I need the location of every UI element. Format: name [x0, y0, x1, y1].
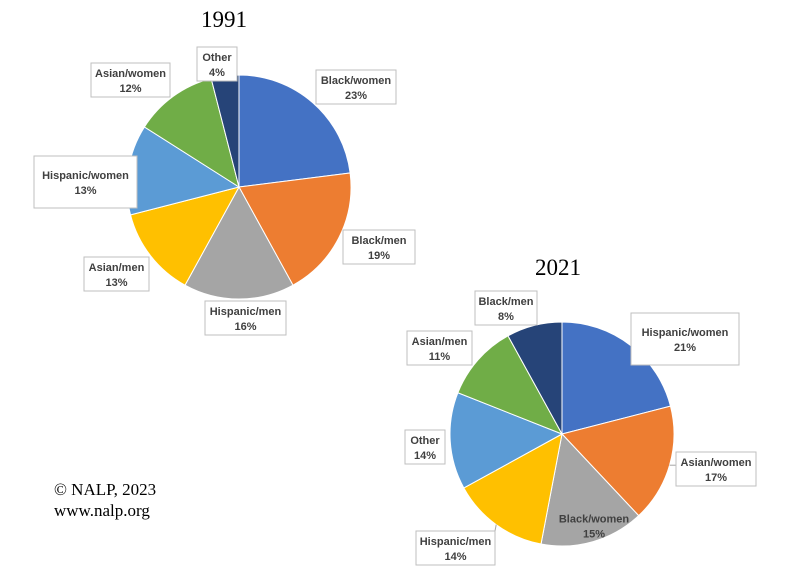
pie-chart-1991: 1991 Black/women 23% Black/men 19% Hispanic/m… — [33, 7, 416, 336]
data-label-box — [675, 451, 757, 487]
data-label-category: Other — [410, 435, 440, 447]
pie-slice-black-men — [507, 321, 563, 435]
data-label-box — [33, 155, 138, 209]
pie-slice-asian-women — [561, 405, 675, 517]
data-label-value: 21% — [674, 342, 696, 354]
data-label-category: Black/men — [351, 235, 406, 247]
data-label-box — [342, 229, 416, 265]
copyright-text: © NALP, 2023 — [54, 480, 157, 499]
data-label-category: Asian/men — [412, 336, 468, 348]
chart-title-2021: 2021 — [535, 255, 581, 280]
pie-slice-hispanic-men — [184, 185, 294, 300]
data-label-value: 17% — [705, 472, 727, 484]
data-label-category: Black/women — [321, 75, 392, 87]
data-label-box — [90, 62, 171, 98]
data-label-category: Asian/men — [89, 262, 145, 274]
data-label-value: 14% — [444, 551, 466, 563]
data-label-category: Hispanic/men — [420, 536, 492, 548]
data-label-box — [630, 312, 740, 366]
data-label-box — [196, 46, 238, 82]
data-label-category: Asian/women — [681, 457, 752, 469]
data-label-value: 13% — [105, 277, 127, 289]
data-label-category: Hispanic/women — [642, 327, 729, 339]
credits: © NALP, 2023 www.nalp.org — [54, 479, 156, 521]
pie-slice-other — [449, 392, 564, 489]
data-label-value: 8% — [498, 311, 514, 323]
data-label-value: 11% — [429, 351, 451, 363]
chart-title-1991: 1991 — [201, 7, 247, 32]
data-label-box — [204, 300, 287, 336]
data-label-value: 19% — [368, 250, 390, 262]
pie-slice-asian-men — [129, 186, 240, 286]
data-label-box — [315, 69, 397, 105]
data-label-category: Black/women — [559, 514, 630, 526]
data-label-value: 14% — [414, 450, 436, 462]
data-label-box — [415, 530, 496, 566]
leader-line — [494, 524, 497, 532]
pie-slice-black-women — [540, 432, 640, 547]
data-label-category: Other — [202, 52, 232, 64]
data-label-value: 16% — [234, 321, 256, 333]
data-label-value: 4% — [209, 67, 225, 79]
data-label-box — [474, 290, 538, 326]
data-label-value: 12% — [119, 83, 141, 95]
pie-slice-asian-men — [457, 335, 564, 435]
data-label-category: Asian/women — [95, 68, 166, 80]
pie-slice-black-women — [238, 74, 351, 188]
data-label-category: Black/men — [478, 296, 533, 308]
data-label-box — [406, 330, 473, 366]
pie-chart-2021: 2021 Hispanic/women 21% Asian/women 17% Black… — [404, 255, 757, 566]
data-label-box — [83, 256, 150, 292]
data-label-category: Hispanic/women — [42, 170, 129, 182]
pie-slice-black-men — [238, 172, 352, 286]
data-label-value: 15% — [583, 529, 605, 541]
website-text: www.nalp.org — [54, 501, 150, 520]
data-label-value: 23% — [345, 90, 367, 102]
data-label-box — [404, 429, 446, 465]
data-label-value: 13% — [74, 185, 96, 197]
data-label-category: Hispanic/men — [210, 306, 282, 318]
